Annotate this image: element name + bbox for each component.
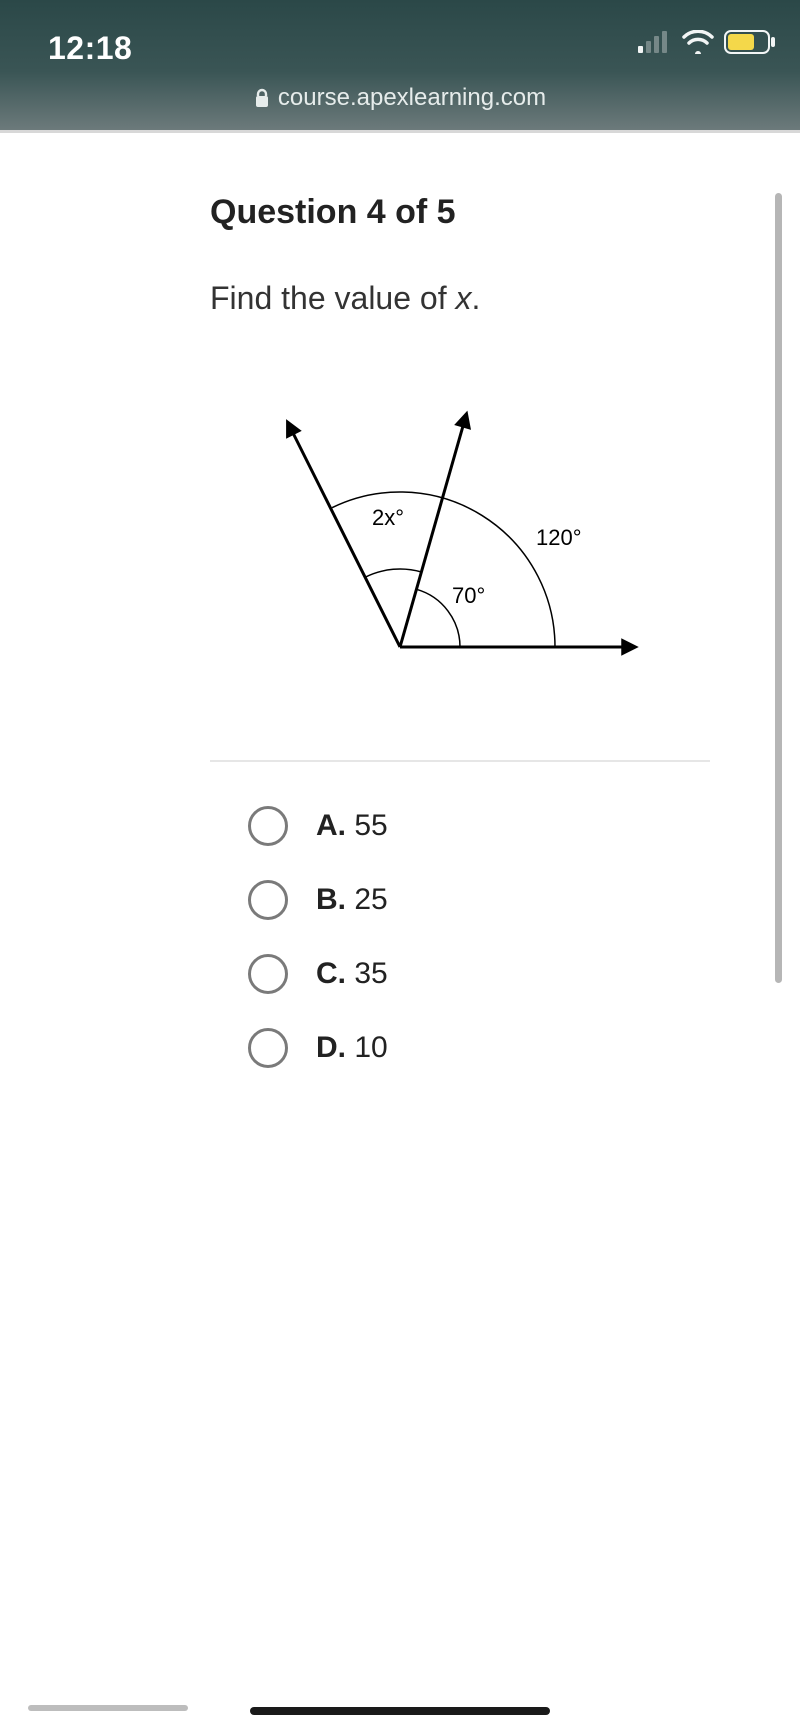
question-prompt: Find the value of x. (210, 280, 710, 317)
url-bar[interactable]: course.apexlearning.com (0, 84, 800, 112)
option-c[interactable]: C. 35 (248, 954, 710, 994)
svg-text:120°: 120° (536, 525, 582, 550)
svg-text:2x°: 2x° (372, 505, 404, 530)
home-indicator[interactable] (250, 1707, 550, 1715)
option-b[interactable]: B. 25 (248, 880, 710, 920)
status-time: 12:18 (48, 30, 132, 67)
status-right (638, 30, 776, 54)
option-label: A. 55 (316, 809, 388, 843)
options-divider (210, 760, 710, 762)
question-title: Question 4 of 5 (210, 193, 710, 232)
url-text: course.apexlearning.com (278, 84, 546, 112)
cellular-icon (638, 31, 672, 53)
question-block: Question 4 of 5 Find the value of x. 2x°… (210, 193, 710, 1068)
scrollbar-vertical[interactable] (775, 193, 782, 983)
svg-text:70°: 70° (452, 583, 485, 608)
radio-button[interactable] (248, 806, 288, 846)
option-label: C. 35 (316, 957, 388, 991)
option-a[interactable]: A. 55 (248, 806, 710, 846)
lock-icon (254, 88, 270, 108)
angle-diagram: 2x° 70° 120° (220, 387, 640, 697)
scrollbar-horizontal[interactable] (28, 1705, 188, 1711)
option-d[interactable]: D. 10 (248, 1028, 710, 1068)
battery-icon (724, 30, 776, 54)
option-label: D. 10 (316, 1031, 388, 1065)
radio-button[interactable] (248, 954, 288, 994)
radio-button[interactable] (248, 880, 288, 920)
option-label: B. 25 (316, 883, 388, 917)
radio-button[interactable] (248, 1028, 288, 1068)
status-bar: 12:18 course.apexlearning.com (0, 0, 800, 130)
options-list: A. 55 B. 25 C. 35 D. 10 (248, 806, 710, 1068)
wifi-icon (682, 30, 714, 54)
content: Question 4 of 5 Find the value of x. 2x°… (0, 133, 800, 1731)
